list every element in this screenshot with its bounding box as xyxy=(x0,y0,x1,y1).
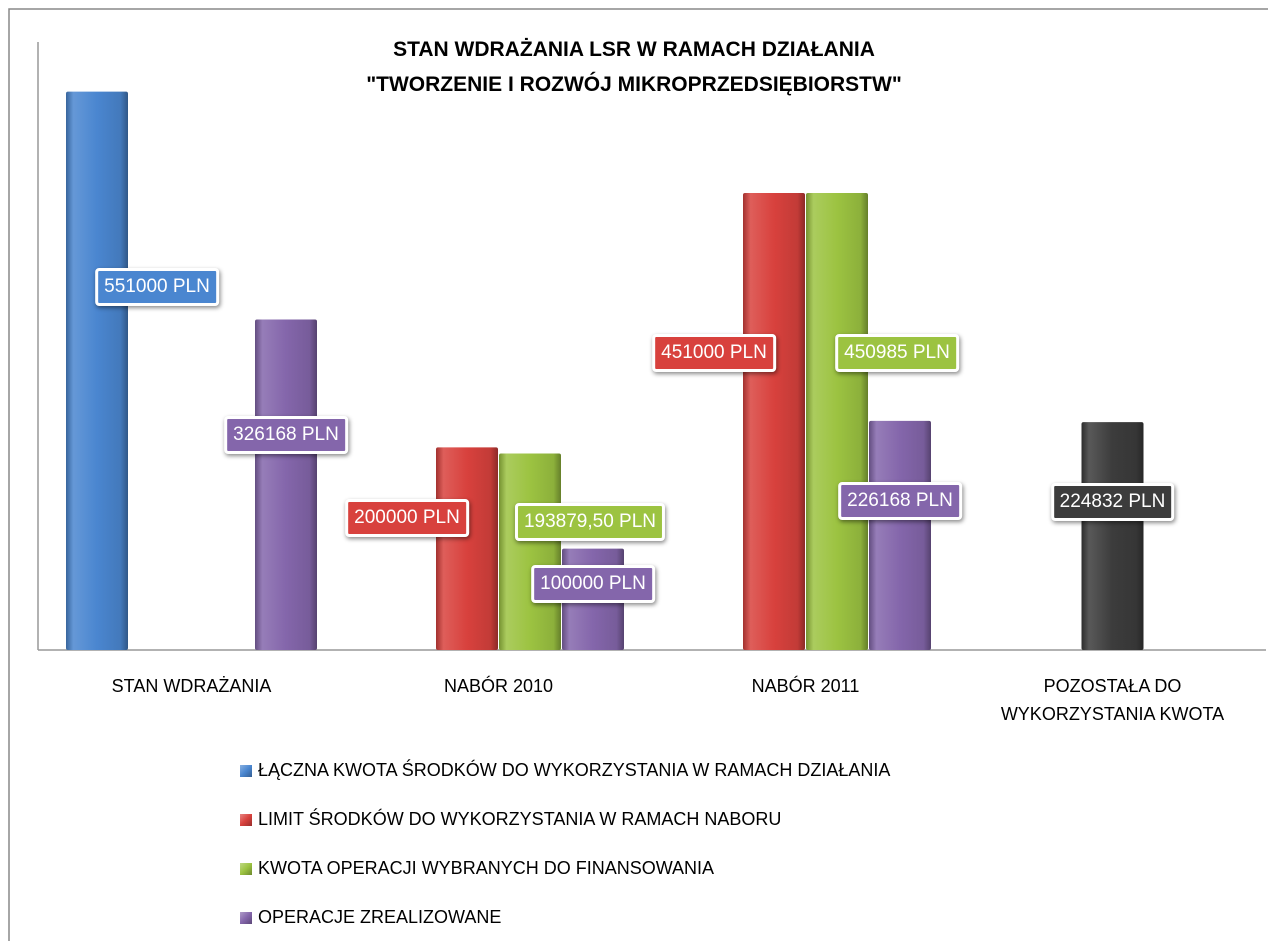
legend-entry: ŁĄCZNA KWOTA ŚRODKÓW DO WYKORZYSTANIA W … xyxy=(240,760,890,781)
legend-entry: LIMIT ŚRODKÓW DO WYKORZYSTANIA W RAMACH … xyxy=(240,809,781,830)
data-label: 200000 PLN xyxy=(345,499,469,538)
data-label: 193879,50 PLN xyxy=(514,503,666,542)
data-label: 326168 PLN xyxy=(224,416,348,455)
x-tick-label: POZOSTAŁA DO WYKORZYSTANIA KWOTA xyxy=(1000,676,1225,724)
bar xyxy=(743,192,805,650)
data-label: 226168 PLN xyxy=(838,482,962,521)
legend-swatch xyxy=(240,863,252,875)
chart-frame xyxy=(8,8,1268,941)
bar xyxy=(806,193,868,650)
bar xyxy=(1081,422,1144,650)
legend-swatch xyxy=(240,912,252,924)
data-label: 451000 PLN xyxy=(652,333,776,372)
data-label: 551000 PLN xyxy=(95,268,219,307)
chart-title: STAN WDRAŻANIA LSR W RAMACH DZIAŁANIA xyxy=(393,38,875,61)
x-tick-label: NABÓR 2011 xyxy=(751,676,860,696)
legend-swatch xyxy=(240,814,252,826)
bar xyxy=(869,420,931,650)
bar xyxy=(66,91,128,651)
bar xyxy=(436,447,498,650)
data-label: 100000 PLN xyxy=(531,565,655,604)
chart-title: "TWORZENIE I ROZWÓJ MIKROPRZEDSIĘBIORSTW… xyxy=(366,73,902,96)
data-label: 224832 PLN xyxy=(1050,482,1175,521)
legend-entry: OPERACJE ZREALIZOWANE xyxy=(240,907,501,928)
data-label: 450985 PLN xyxy=(835,333,959,372)
bar xyxy=(255,319,317,650)
x-tick-label: STAN WDRAŻANIA xyxy=(111,676,272,696)
legend-entry: KWOTA OPERACJI WYBRANYCH DO FINANSOWANIA xyxy=(240,858,714,879)
bar xyxy=(499,453,561,650)
x-tick-label: NABÓR 2010 xyxy=(443,676,554,696)
legend-swatch xyxy=(240,765,252,777)
